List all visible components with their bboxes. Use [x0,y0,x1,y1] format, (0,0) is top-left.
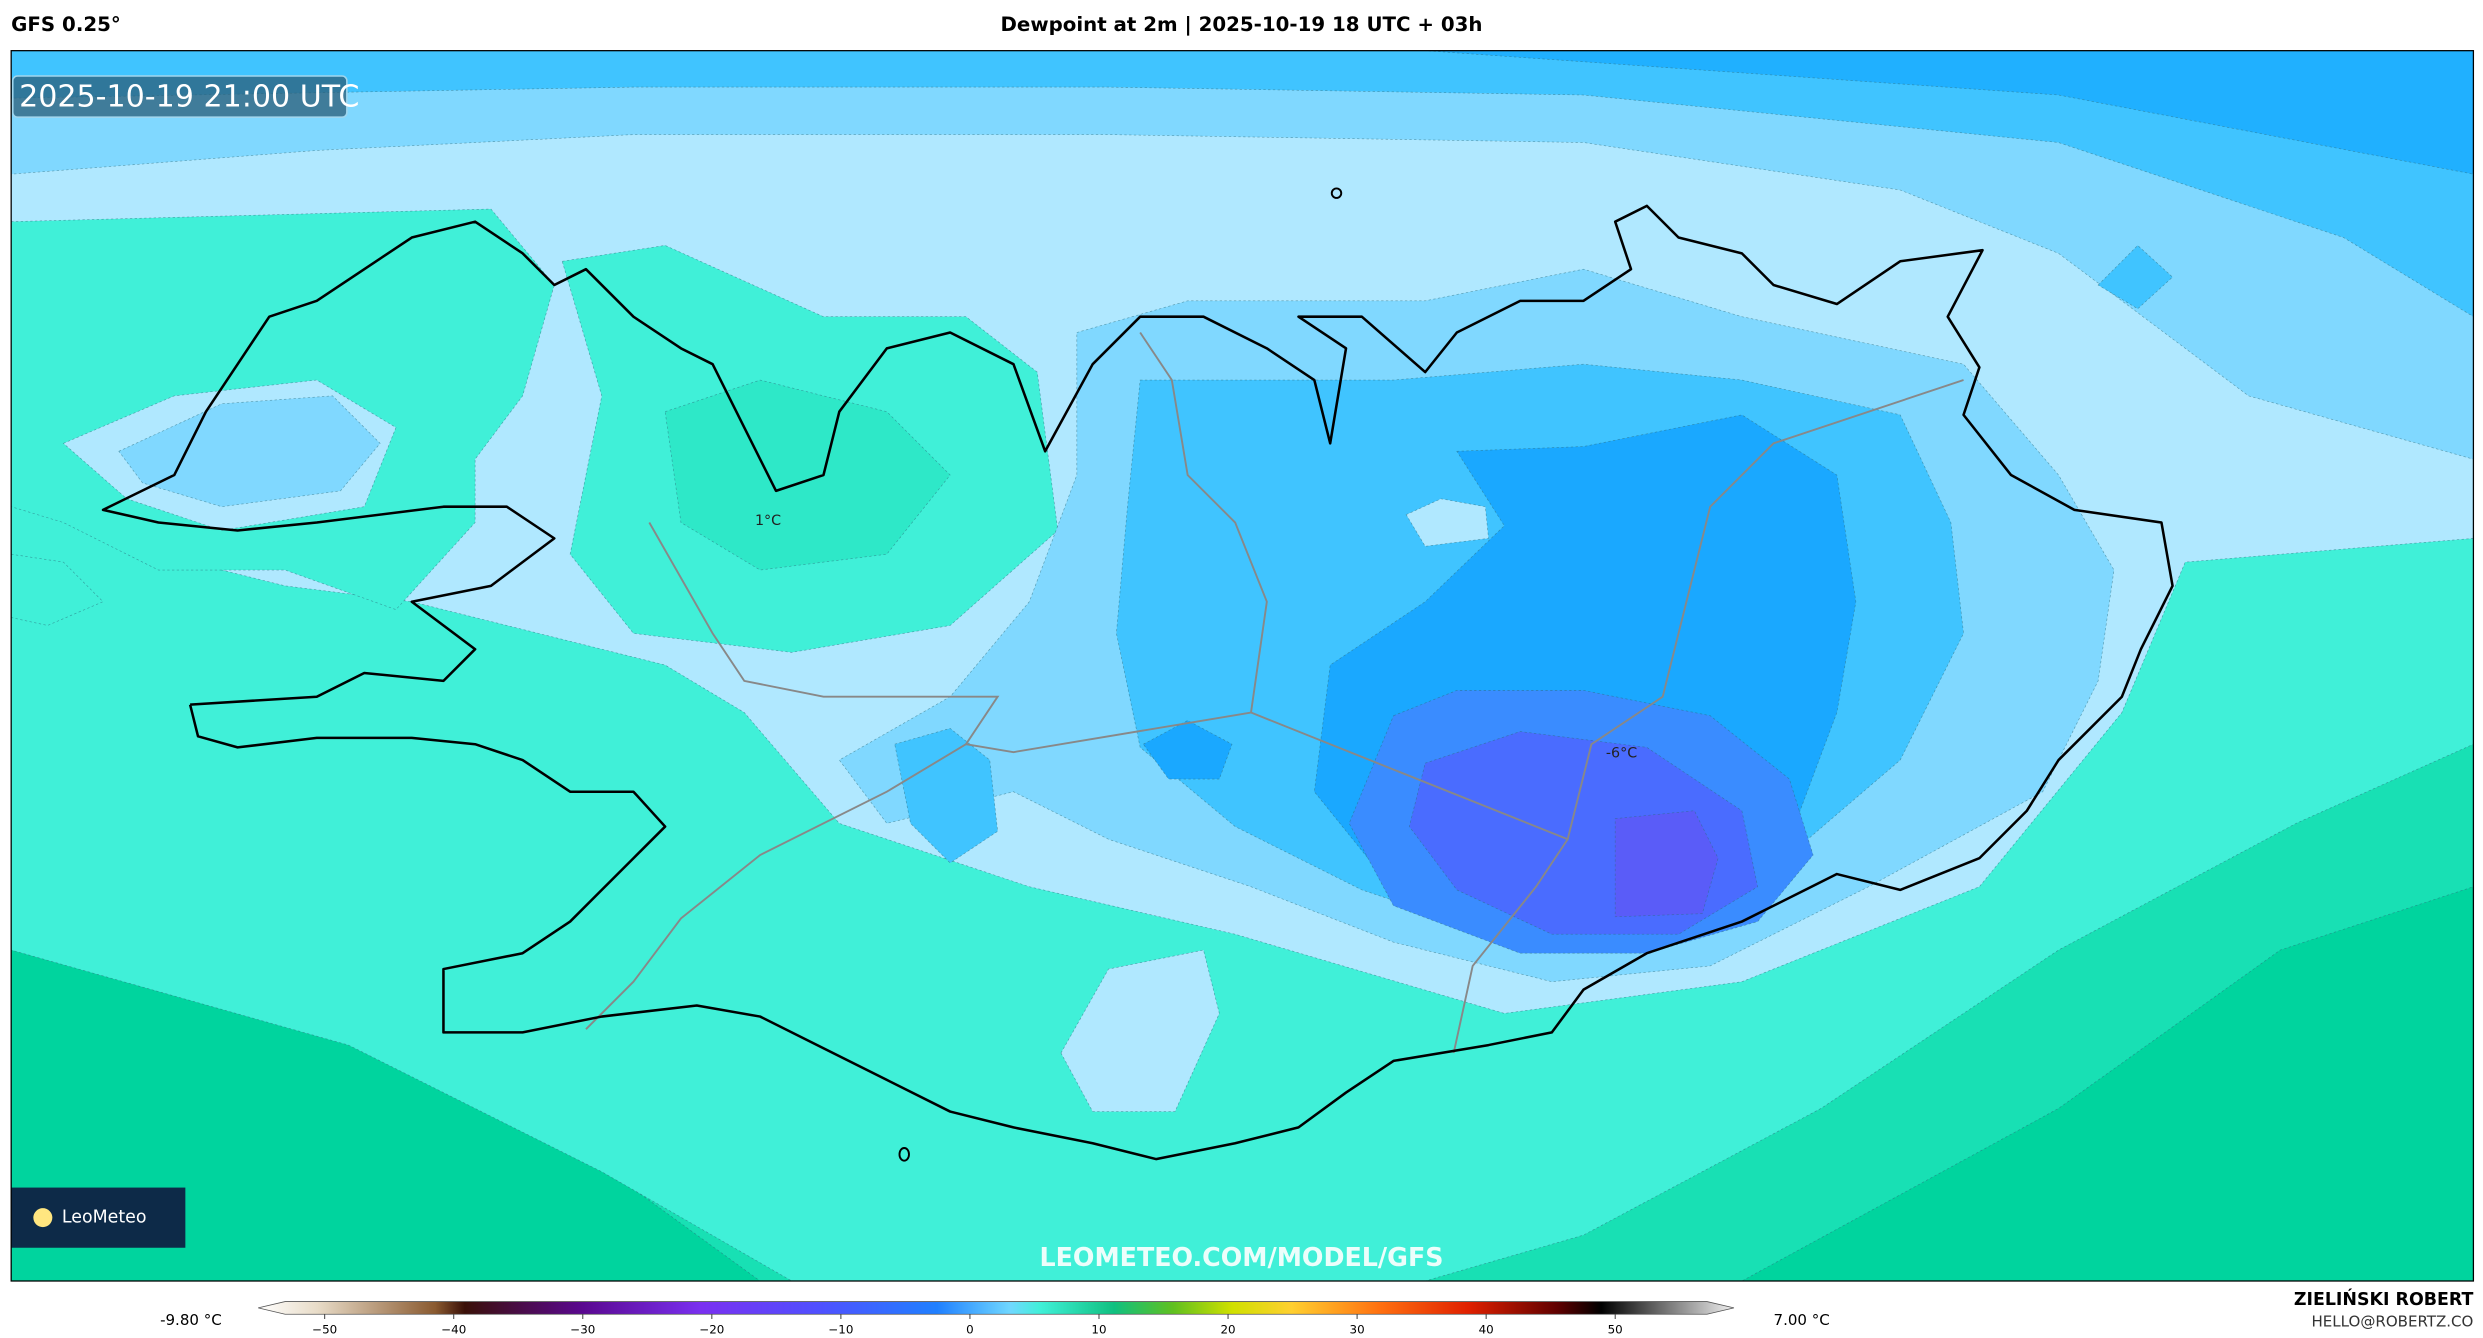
field-band [1060,949,1220,1112]
field-band [11,50,2474,460]
colorbar-tick-label: −30 [570,1323,595,1337]
author-name: ZIELIŃSKI ROBERT [2294,1288,2474,1310]
islet [898,1147,910,1162]
field-band [118,395,381,508]
road [1452,838,1569,1054]
map: 1°C -6°C 2025-10-19 21:00 UTC LeoMeteo L… [11,50,2474,1281]
contour-label: -6°C [1606,746,1637,762]
colorbar-tick-label: −50 [312,1323,337,1337]
colorbar-tick-label: 10 [1091,1323,1106,1337]
field-band [1425,50,2474,175]
colorbar-min: -9.80 °C [160,1311,222,1329]
field-band [11,553,104,626]
field-band [664,379,951,571]
colorbar-tick-label: 20 [1220,1323,1235,1337]
timestamp-box [11,75,348,118]
map-title: Dewpoint at 2m | 2025-10-19 18 UTC + 03h [1001,13,1483,36]
colorbar-max: 7.00 °C [1774,1311,1830,1329]
field-band [11,50,2474,318]
map-frame [10,50,2475,1282]
road [648,331,1268,754]
colorbar-tick-label: 50 [1608,1323,1623,1337]
field-band [1142,720,1233,780]
coastline [101,204,2174,1161]
contour-label: 1°C [755,513,781,529]
author-email: HELLO@ROBERTZ.CO [2312,1313,2474,1331]
timestamp: 2025-10-19 21:00 UTC [19,80,359,115]
islet [1330,187,1343,199]
colorbar-tick-label: 30 [1350,1323,1365,1337]
model-name: GFS 0.25° [11,13,121,36]
colorbar-tick-label: 40 [1479,1323,1494,1337]
field-band [1405,498,1489,547]
colorbar-tick-label: −40 [441,1323,466,1337]
logo-text: LeoMeteo [62,1208,147,1228]
field-band [894,728,998,864]
watermark: LEOMETEO.COM/MODEL/GFS [1039,1242,1443,1272]
road [585,743,967,1030]
logo-sun [33,1208,53,1228]
colorbar-bar [258,1301,1735,1315]
colorbar-tick-label: −20 [699,1323,724,1337]
colorbar-tick-label: 0 [966,1323,974,1337]
field-band [1614,810,1719,918]
field-band [2097,244,2174,310]
colorbar-tick-label: −10 [828,1323,853,1337]
colorbar: -9.80 °C 7.00 °C −50 −40 −30 −20 −10 0 10 20 30 4… [160,1301,1830,1337]
